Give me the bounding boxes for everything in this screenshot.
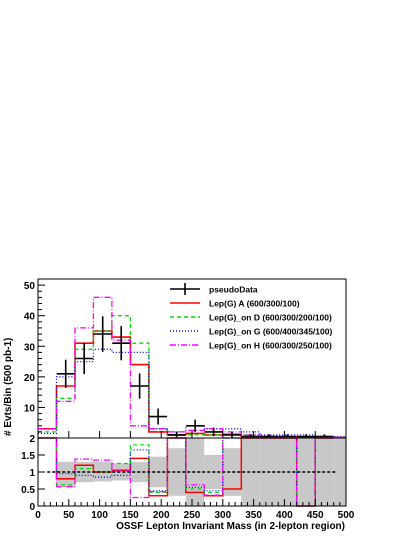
x-tick-label: 150 xyxy=(122,510,139,521)
uncertainty-band-bin xyxy=(333,438,346,506)
x-tick-label: 200 xyxy=(153,510,170,521)
y-tick-label-lower: 1.5 xyxy=(21,451,35,462)
uncertainty-band-bin xyxy=(167,448,186,496)
y-tick-label-upper: 10 xyxy=(24,403,36,414)
x-tick-label: 50 xyxy=(63,510,75,521)
x-tick-label: 0 xyxy=(35,510,41,521)
y-tick-label-upper: 40 xyxy=(24,312,36,323)
data-point xyxy=(149,408,168,425)
histogram-lep-g-on-d-600-300-200-100 xyxy=(38,315,346,439)
x-tick-label: 300 xyxy=(214,510,231,521)
y-tick-label-upper: 30 xyxy=(24,342,36,353)
data-point xyxy=(93,316,112,352)
legend-item-lep-g-on-d-600-300-200-100: Lep(G)_on D (600/300/200/100) xyxy=(170,313,332,323)
ratio-plot-area xyxy=(38,437,346,507)
data-point xyxy=(167,431,186,438)
legend-label: Lep(G)_on H (600/300/250/100) xyxy=(209,341,332,351)
legend-label: Lep(G)_on G (600/400/345/100) xyxy=(209,327,332,337)
legend-item-lep-g-on-g-600-400-345-100: Lep(G)_on G (600/400/345/100) xyxy=(170,327,332,337)
data-point xyxy=(112,326,131,361)
ratio-lep-g-on-h-600-300-250-100 xyxy=(38,437,334,507)
y-tick-label-lower: 1 xyxy=(29,468,35,479)
x-tick-label: 400 xyxy=(276,510,293,521)
legend-label: Lep(G) A (600/300/100) xyxy=(209,299,300,309)
data-point xyxy=(297,434,315,438)
data-point xyxy=(56,359,75,388)
uncertainty-band-bin xyxy=(222,448,242,496)
legend-label: pseudoData xyxy=(209,285,258,295)
y-tick-label-upper: 20 xyxy=(24,373,36,384)
data-point xyxy=(130,373,149,399)
legend-item-lep-g-a-600-300-100: Lep(G) A (600/300/100) xyxy=(170,299,300,309)
x-tick-label: 250 xyxy=(184,510,201,521)
data-point xyxy=(223,431,241,438)
data-point xyxy=(75,342,94,375)
x-axis-label: OSSF Lepton Invariant Mass (in 2-lepton … xyxy=(116,521,345,532)
data-point xyxy=(204,427,223,437)
y-tick-label-lower: 0.5 xyxy=(21,485,35,496)
x-tick-label: 350 xyxy=(245,510,262,521)
upper-plot-area xyxy=(38,296,346,439)
legend: pseudoData Lep(G) A (600/300/100) Lep(G)_o… xyxy=(170,283,332,351)
x-tick-label: 450 xyxy=(307,510,324,521)
uncertainty-band-bin xyxy=(56,461,75,488)
y-tick-label-upper: 50 xyxy=(24,281,36,292)
y-tick-label-lower: 2 xyxy=(29,434,35,445)
x-tick-label: 500 xyxy=(338,510,355,521)
uncertainty-band-bin xyxy=(111,463,131,481)
uncertainty-band-bin xyxy=(241,438,260,506)
legend-item-lep-g-on-h-600-300-250-100: Lep(G)_on H (600/300/250/100) xyxy=(170,341,332,351)
y-tick-label-lower: 0 xyxy=(29,502,35,513)
legend-label: Lep(G)_on D (600/300/200/100) xyxy=(209,313,332,323)
legend-item-pseudodata: pseudoData xyxy=(170,283,258,295)
data-point xyxy=(186,419,205,432)
uncertainty-band-bin xyxy=(296,438,316,506)
x-tick-label: 100 xyxy=(91,510,108,521)
y-axis-label: # Evts/Bin (500 pb-1) xyxy=(3,338,14,436)
